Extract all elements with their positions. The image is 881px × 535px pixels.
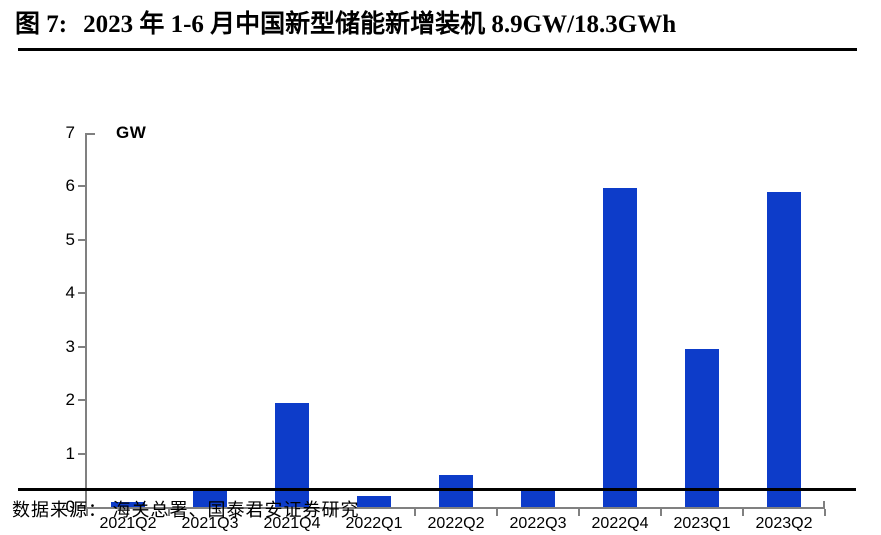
figure-title-text: 2023 年 1-6 月中国新型储能新增装机 8.9GW/18.3GWh [83, 11, 677, 38]
x-axis-label: 2021Q3 [181, 515, 239, 532]
y-tick-label: 0 [65, 497, 75, 516]
y-tick-label: 7 [65, 123, 75, 142]
bar [685, 349, 719, 507]
y-tick-mark [78, 399, 85, 402]
plot-area: 0 1 2 3 4 5 6 7 2021Q2 2021Q3 2021Q4 2022Q1 2022Q2 20… [66, 123, 826, 532]
y-tick-mark [78, 452, 85, 455]
bar [275, 402, 309, 507]
figure-number-label: 图 7: [15, 11, 68, 38]
x-tick-mark [660, 509, 662, 516]
title-underline [18, 48, 857, 51]
bar [521, 488, 555, 507]
x-axis-label: 2023Q1 [673, 515, 731, 532]
x-tick-mark [332, 509, 334, 516]
y-tick-label: 2 [65, 390, 75, 410]
x-axis-label: 2023Q2 [755, 515, 813, 532]
source-divider [18, 488, 856, 491]
bar [767, 191, 801, 507]
x-tick-mark [168, 509, 170, 516]
figure-title: 图 7: 2023 年 1-6 月中国新型储能新增装机 8.9GW/18.3GWh [15, 6, 865, 44]
x-tick-mark [496, 509, 498, 516]
x-tick-mark [86, 509, 88, 516]
x-tick-mark [414, 509, 416, 516]
x-tick-mark [742, 509, 744, 516]
y-axis-unit-label: GW [116, 123, 147, 142]
y-tick-mark [78, 238, 85, 241]
y-tick-label: 4 [65, 283, 75, 303]
x-axis-label: 2021Q4 [263, 515, 321, 532]
y-tick-mark [78, 292, 85, 295]
x-axis-label: 2021Q2 [99, 515, 157, 532]
x-tick-mark [250, 509, 252, 516]
x-axis-label: 2022Q4 [591, 515, 649, 532]
y-tick-mark [78, 345, 85, 348]
bar [357, 496, 391, 507]
bar [603, 188, 637, 507]
x-tick-mark [824, 509, 826, 516]
x-axis-label: 2022Q1 [345, 515, 403, 532]
y-tick-label: 3 [65, 336, 75, 356]
bar-chart: GW 0 1 2 3 4 5 6 7 2021Q2 2021Q3 2021Q4 2022Q1 2022Q… [0, 60, 881, 532]
y-tick-mark [78, 506, 85, 508]
y-tick-label: 5 [65, 229, 75, 249]
x-axis-label: 2022Q3 [509, 515, 567, 532]
y-tick-label: 6 [65, 176, 75, 196]
x-tick-mark [578, 509, 580, 516]
x-axis-end-cap [823, 501, 825, 507]
bar [111, 501, 145, 507]
x-axis-label: 2022Q2 [427, 515, 485, 532]
bar [193, 490, 227, 507]
data-source-text: 数据来源： 海关总署、国泰君安证券研究 [12, 500, 360, 520]
y-tick-mark [78, 185, 85, 188]
y-tick-label: 1 [65, 443, 75, 463]
y-axis-end-cap [87, 133, 95, 135]
